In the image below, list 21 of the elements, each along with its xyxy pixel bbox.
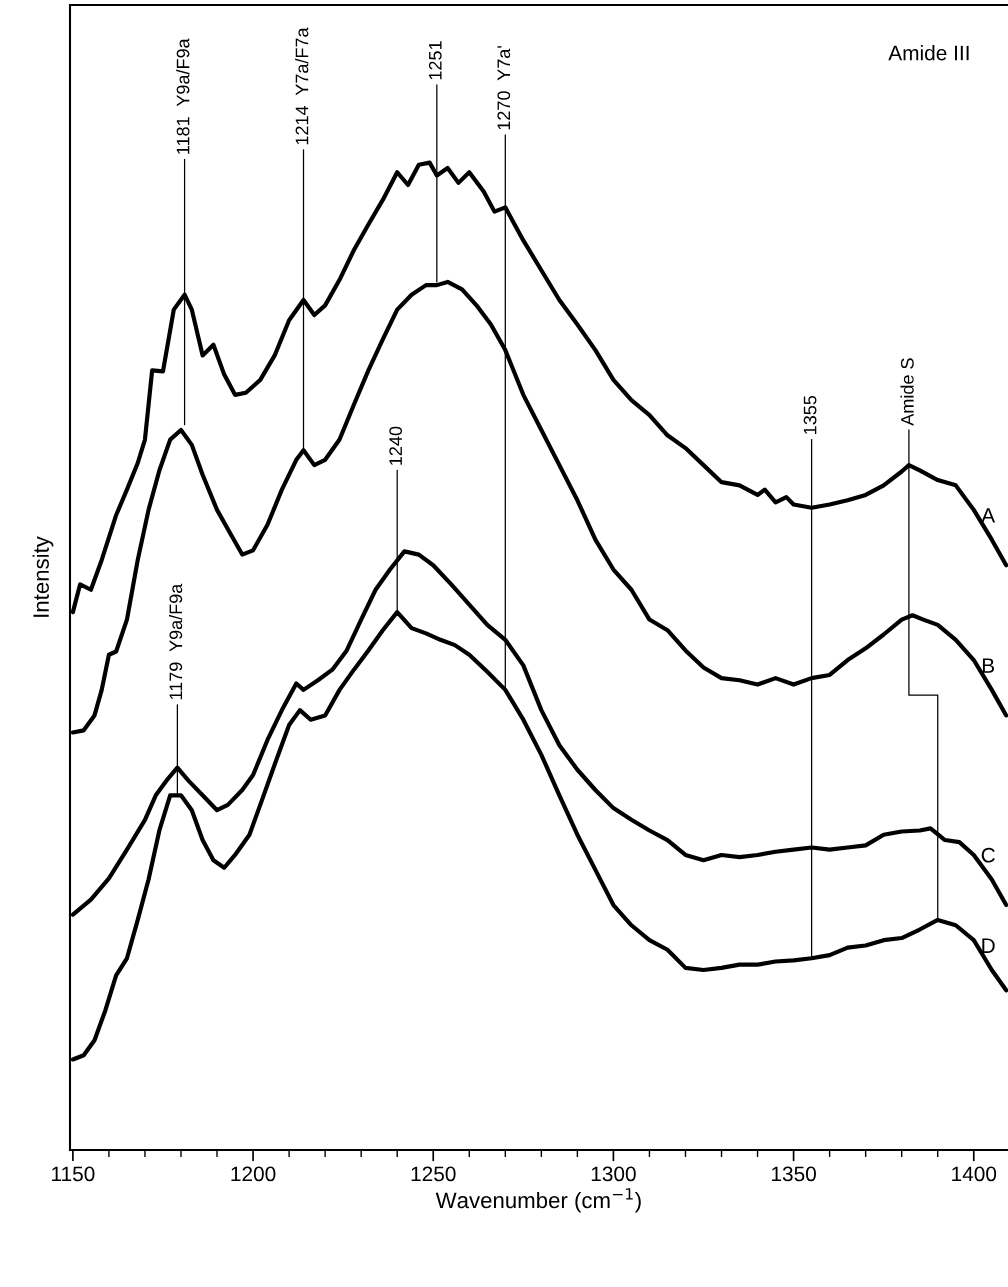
x-axis-title: Wavenumber (cm$^{−1}$)	[435, 1188, 641, 1213]
x-tick-label: 1350	[772, 1166, 816, 1182]
x-tick-label: 1150	[52, 1166, 95, 1182]
annotation: 1240	[389, 426, 403, 465]
y-axis-title: Intensity	[32, 536, 54, 617]
x-tick-label: 1400	[952, 1166, 997, 1182]
annotation: 1179 Y9a/F9a	[168, 583, 183, 700]
annotation: 1270 Y7a'	[497, 46, 511, 130]
x-tick-label: 1300	[591, 1166, 636, 1182]
series-label: D	[982, 938, 995, 953]
annotation: 1251	[428, 41, 442, 80]
series-label: C	[981, 847, 995, 863]
annotation: 1355	[803, 395, 817, 434]
series-label: B	[982, 658, 995, 673]
annotation: 1214 Y7a/F7a	[295, 27, 309, 145]
annotation: Amide S	[900, 358, 914, 426]
x-tick-label: 1200	[231, 1166, 276, 1182]
text: Amide III	[888, 45, 969, 61]
series-label: A	[981, 508, 996, 523]
annotation: 1181 Y9a/F9a	[176, 38, 190, 154]
x-tick-label: 1250	[411, 1166, 456, 1182]
